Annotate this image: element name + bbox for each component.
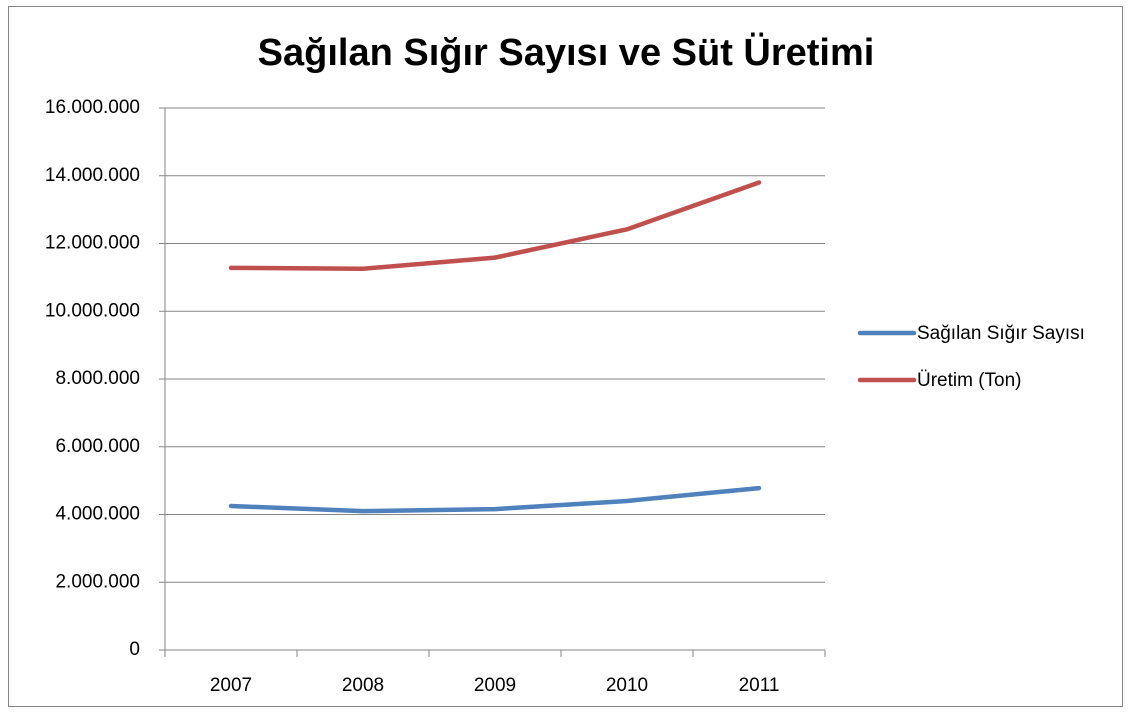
x-tick-label: 2008 — [342, 675, 384, 696]
y-tick-label: 6.000.000 — [55, 436, 140, 457]
x-tick-label: 2009 — [474, 675, 516, 696]
x-tick-label: 2011 — [739, 675, 780, 696]
y-tick-label: 14.000.000 — [45, 165, 140, 186]
chart-border — [8, 6, 1123, 707]
x-tick-label: 2007 — [210, 675, 252, 696]
series-line — [228, 180, 762, 271]
y-tick-label: 16.000.000 — [45, 97, 140, 118]
y-tick-label: 12.000.000 — [45, 233, 140, 254]
x-tick-label: 2010 — [606, 675, 648, 696]
chart-title: Sağılan Sığır Sayısı ve Süt Üretimi — [258, 31, 875, 74]
y-tick-label: 8.000.000 — [55, 368, 140, 389]
legend-label: Sağılan Sığır Sayısı — [917, 323, 1085, 344]
y-tick-label: 2.000.000 — [55, 571, 140, 592]
series-line — [228, 485, 762, 514]
legend-label: Üretim (Ton) — [917, 370, 1022, 391]
y-tick-label: 10.000.000 — [45, 300, 140, 321]
y-tick-label: 4.000.000 — [55, 504, 140, 525]
y-tick-label: 0 — [129, 639, 140, 660]
